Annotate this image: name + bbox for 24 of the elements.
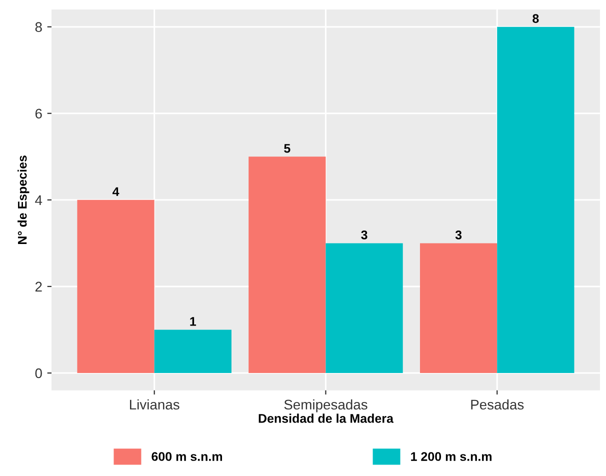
x-axis-title: Densidad de la Madera [258, 414, 394, 423]
y-tick-label: 8 [35, 22, 42, 32]
y-axis-title: N° de Especies [18, 156, 30, 244]
data-label: 3 [455, 230, 462, 240]
bar [497, 26, 574, 374]
x-tick-label: Semipesadas [284, 399, 368, 412]
x-tick-label: Livianas [130, 399, 180, 410]
y-tick-label: 0 [35, 368, 42, 378]
y-tick-label: 6 [35, 108, 42, 119]
bar [77, 200, 154, 374]
y-tick-label: 2 [35, 282, 42, 292]
bar [248, 156, 326, 374]
data-label: 3 [361, 230, 368, 240]
data-label: 4 [112, 187, 120, 196]
legend-label: 1 200 m s.n.m [411, 452, 492, 461]
data-label: 5 [284, 144, 290, 153]
bar [420, 243, 498, 374]
y-tick-label: 4 [35, 195, 42, 205]
legend-label: 600 m s.n.m [152, 452, 222, 461]
data-label: 1 [190, 317, 196, 326]
bar [326, 243, 403, 374]
x-tick-label: Pesadas [471, 399, 524, 410]
bar [154, 330, 232, 374]
data-label: 8 [532, 14, 539, 23]
